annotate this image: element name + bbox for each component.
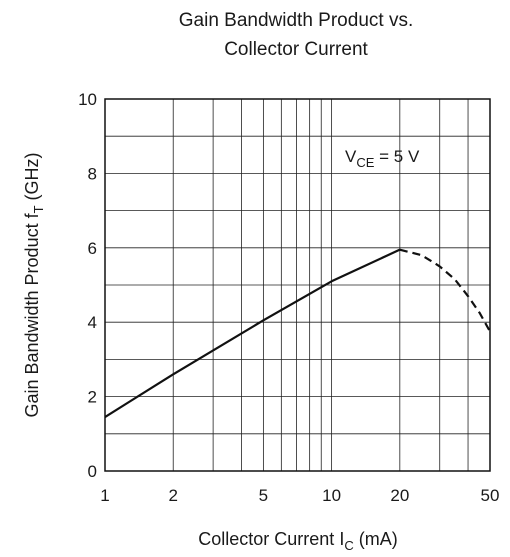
y-tick-label: 4 (88, 313, 97, 332)
y-axis-label: Gain Bandwidth Product fT (GHz) (22, 152, 46, 417)
vce-annotation-sub: CE (356, 155, 374, 170)
y-tick-label: 10 (78, 90, 97, 109)
chart-title-line-2: Collector Current (224, 39, 368, 60)
plot-frame (104, 98, 491, 472)
vce-annotation-rest: = 5 V (374, 147, 420, 166)
x-tick-label: 10 (322, 486, 341, 505)
y-tick-label: 6 (88, 239, 97, 258)
x-tick-label: 1 (100, 486, 109, 505)
grid (105, 99, 490, 471)
x-axis-label: Collector Current IC (mA) (198, 529, 397, 553)
y-tick-label: 8 (88, 164, 97, 183)
x-tick-label: 50 (481, 486, 500, 505)
x-tick-label: 5 (259, 486, 268, 505)
y-axis-label-unit: (GHz) (22, 152, 42, 205)
y-tick-label: 2 (88, 388, 97, 407)
series-line-solid (104, 248, 401, 418)
chart-title-line-1: Gain Bandwidth Product vs. (179, 10, 413, 31)
tick-labels: 1 2 5 10 20 50 0 2 4 6 8 10 (78, 90, 499, 505)
series-line-dashed (399, 248, 491, 333)
vce-annotation-main: V (345, 147, 357, 166)
x-tick-label: 20 (390, 486, 409, 505)
x-axis-label-main: Collector Current I (198, 529, 344, 549)
y-axis-label-main: Gain Bandwidth Product f (22, 212, 42, 417)
x-tick-label: 2 (168, 486, 177, 505)
x-axis-label-sub: C (344, 538, 353, 553)
y-tick-label: 0 (88, 462, 97, 481)
x-axis-label-unit: (mA) (354, 529, 398, 549)
series-layer (104, 248, 491, 418)
y-axis-label-sub: T (31, 205, 46, 213)
vce-annotation: VCE = 5 V (345, 147, 420, 170)
